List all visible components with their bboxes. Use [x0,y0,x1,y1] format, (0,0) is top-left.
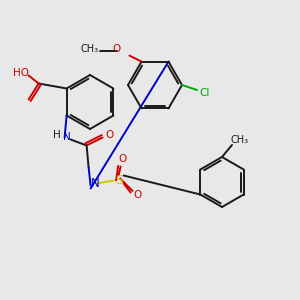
Text: H: H [53,130,61,140]
Text: Cl: Cl [200,88,210,98]
Text: CH₃: CH₃ [80,44,99,54]
Text: N: N [91,177,100,190]
Text: O: O [118,154,127,164]
Text: N: N [63,133,70,142]
Text: CH₃: CH₃ [231,135,249,145]
Text: S: S [115,174,122,187]
Text: O: O [134,190,142,200]
Text: HO: HO [13,68,28,77]
Text: O: O [106,130,114,140]
Text: O: O [112,44,121,54]
